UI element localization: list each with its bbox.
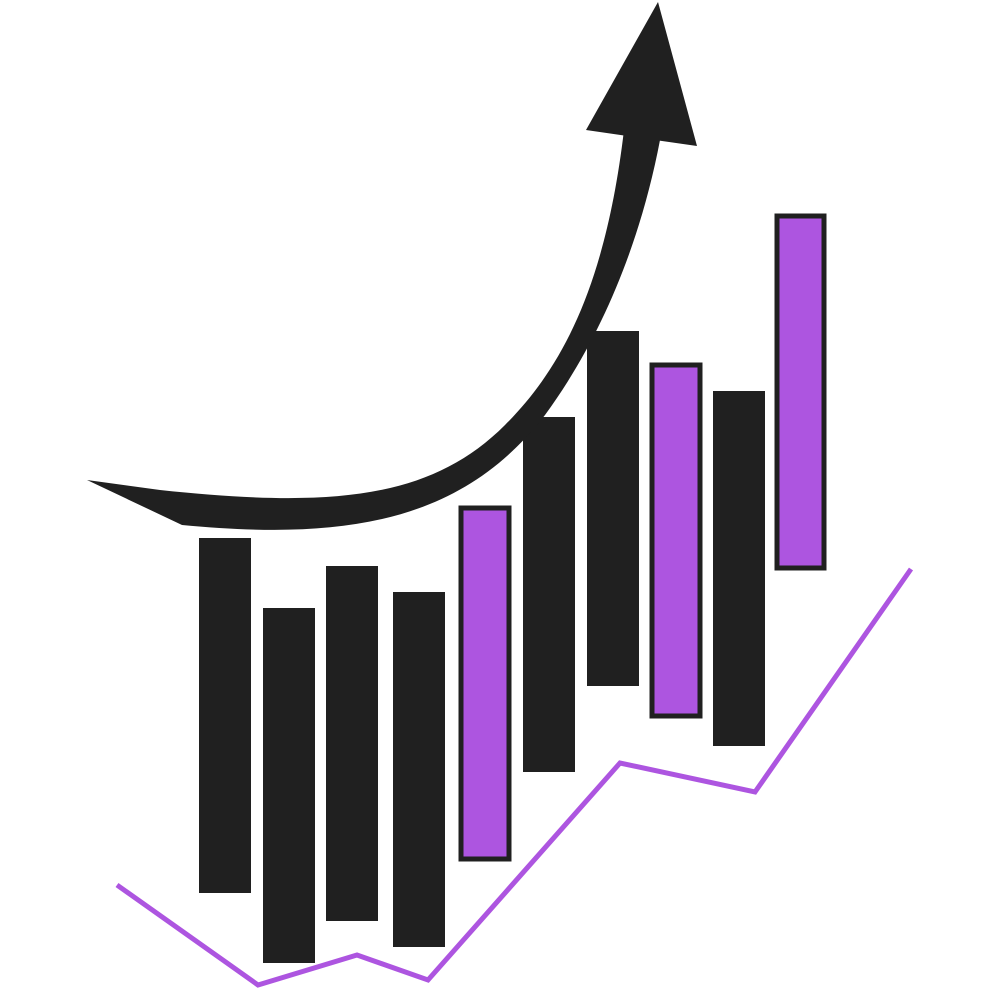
accent-bar: [774, 213, 827, 571]
accent-bar: [458, 505, 512, 862]
arrow-head: [586, 2, 697, 146]
dark-bar: [587, 331, 639, 686]
arrow-shaft: [87, 130, 660, 530]
dark-bar: [326, 566, 378, 921]
dark-bar: [393, 592, 445, 947]
accent-bar: [649, 362, 703, 719]
curved-up-arrow-icon: [87, 2, 697, 530]
dark-bar: [263, 608, 315, 963]
dark-bar: [199, 538, 251, 893]
dark-bar: [713, 391, 765, 746]
trend-line: [115, 567, 914, 988]
dark-bar: [523, 417, 575, 772]
candlestick-bars: [199, 213, 827, 963]
